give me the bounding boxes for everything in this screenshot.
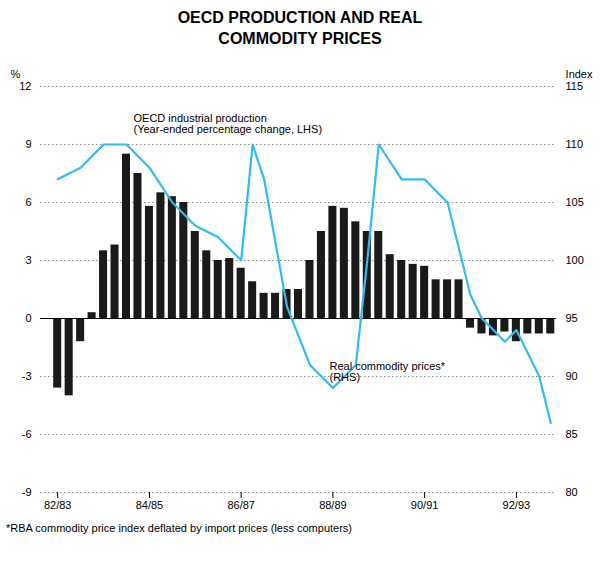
svg-text:3: 3 [25,254,31,266]
svg-text:9: 9 [25,138,31,150]
svg-text:Real commodity prices*(RHS): Real commodity prices*(RHS) [330,360,446,383]
svg-text:0: 0 [25,312,31,324]
svg-text:115: 115 [566,80,584,92]
svg-text:85: 85 [566,428,578,440]
svg-text:95: 95 [566,312,578,324]
svg-text:84/85: 84/85 [136,499,164,511]
svg-text:Index: Index [566,68,593,80]
svg-text:110: 110 [566,138,584,150]
svg-text:105: 105 [566,196,584,208]
svg-text:80: 80 [566,486,578,498]
svg-text:88/89: 88/89 [319,499,347,511]
svg-text:90/91: 90/91 [411,499,439,511]
svg-text:12: 12 [19,80,31,92]
svg-text:100: 100 [566,254,584,266]
html-text:OECD PRODUCTION AND REAL COMMO: OECD PRODUCTION AND REAL COMMODITY PRICE… [177,9,423,47]
svg-text:82/83: 82/83 [44,499,72,511]
svg-text:6: 6 [25,196,31,208]
svg-text:86/87: 86/87 [227,499,255,511]
svg-text:-3: -3 [22,370,32,382]
svg-text:90: 90 [566,370,578,382]
html-text:*RBA commodity price index def: *RBA commodity price index deflated by i… [6,521,352,534]
svg-text:92/93: 92/93 [503,499,531,511]
svg-text:OECD industrial production(Yea: OECD industrial production(Year-ended pe… [134,112,323,135]
svg-text:-6: -6 [22,428,32,440]
svg-text:%: % [11,68,21,80]
svg-text:-9: -9 [22,486,32,498]
